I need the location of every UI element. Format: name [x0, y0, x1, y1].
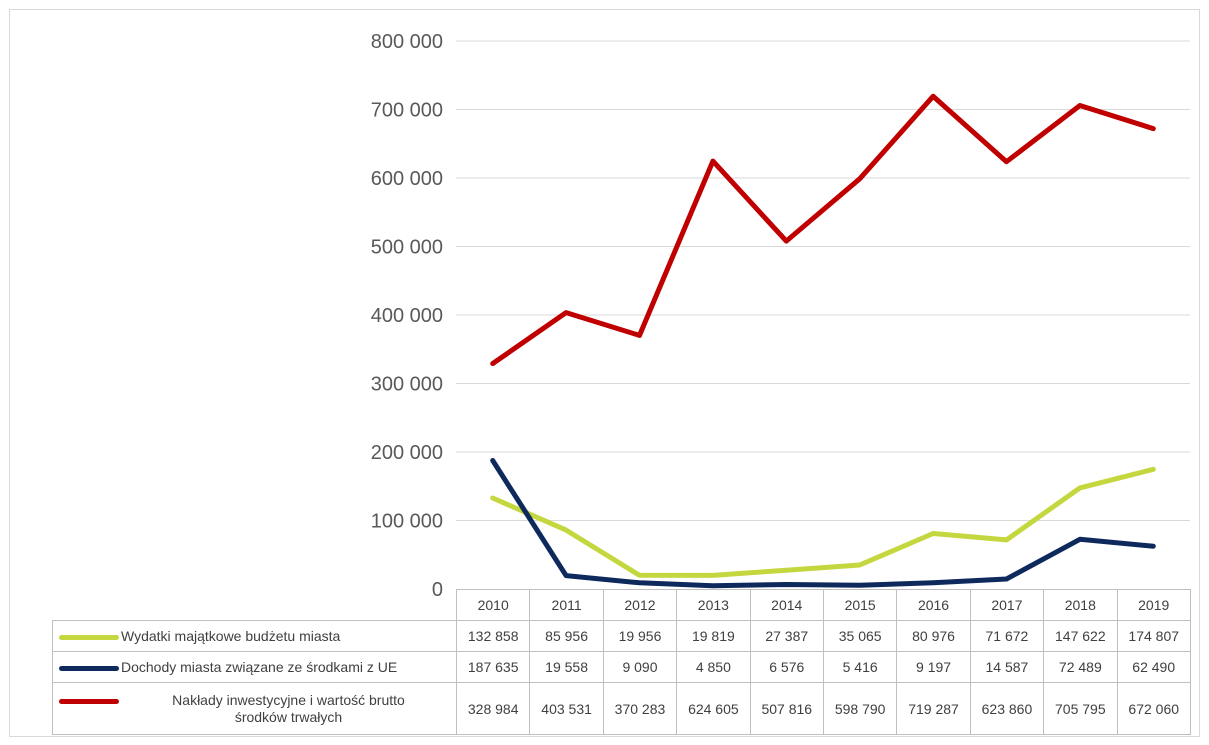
year-cell: 2010: [455, 589, 531, 621]
table-corner: [53, 590, 457, 621]
series-label-dochody: Dochody miasta związane ze środkami z UE: [52, 651, 457, 683]
series-label-wydatki: Wydatki majątkowe budżetu miasta: [52, 620, 457, 652]
data-cell: 5 416: [822, 651, 898, 683]
data-cell: 174 807: [1116, 620, 1191, 652]
data-cell: 147 622: [1043, 620, 1118, 652]
data-cell: 624 605: [676, 682, 751, 735]
year-cell: 2018: [1043, 589, 1118, 621]
data-cell: 6 576: [749, 651, 824, 683]
data-cell: 132 858: [455, 620, 531, 652]
series-name-line: środków trwałych: [234, 708, 343, 725]
data-cell: 71 672: [969, 620, 1045, 652]
gridlines: [456, 40, 1190, 521]
year-cell: 2015: [822, 589, 898, 621]
year-cell: 2017: [969, 589, 1045, 621]
data-cell: 80 976: [896, 620, 971, 652]
y-tick-label: 300 000: [371, 374, 443, 396]
year-cell: 2013: [676, 589, 751, 621]
series-label-naklady: Nakłady inwestycyjne i wartość brutto śr…: [52, 682, 457, 735]
line-chart: 0 100 000 200 000 300 000 400 000 500 000 600 …: [371, 31, 1190, 600]
series-row-naklady: Nakłady inwestycyjne i wartość brutto śr…: [52, 682, 1191, 735]
y-tick-label: 400 000: [371, 305, 443, 327]
y-tick-label: 100 000: [371, 511, 443, 533]
data-cell: 85 956: [529, 620, 604, 652]
year-row: 2010 2011 2012 2013 2014 2015 2016 2017 …: [53, 589, 1191, 621]
data-cell: 672 060: [1116, 682, 1191, 735]
year-cell: 2016: [896, 589, 971, 621]
y-tick-label: 500 000: [371, 237, 443, 259]
data-cell: 9 197: [896, 651, 971, 683]
year-cell: 2014: [749, 589, 824, 621]
data-cell: 623 860: [969, 682, 1045, 735]
data-cell: 19 956: [602, 620, 678, 652]
data-cell: 598 790: [822, 682, 898, 735]
series-lines: [490, 93, 1156, 589]
legend-swatch-navy: [59, 665, 119, 671]
data-cell: 27 387: [749, 620, 824, 652]
series-name-line: Nakłady inwestycyjne i wartość brutto: [172, 691, 405, 708]
data-cell: 507 816: [749, 682, 824, 735]
y-axis-ticks: 0 100 000 200 000 300 000 400 000 500 000 600 …: [371, 31, 443, 600]
data-cell: 72 489: [1043, 651, 1118, 683]
data-cell: 19 819: [676, 620, 751, 652]
data-cell: 35 065: [822, 620, 898, 652]
y-tick-label: 0: [432, 579, 443, 600]
series-row-dochody: Dochody miasta związane ze środkami z UE…: [52, 651, 1191, 683]
data-cell: 370 283: [602, 682, 678, 735]
series-line-0: [490, 466, 1156, 578]
year-cell: 2019: [1116, 589, 1191, 621]
y-tick-label: 800 000: [371, 31, 443, 53]
year-cell: 2012: [602, 589, 678, 621]
data-cell: 187 635: [455, 651, 531, 683]
data-cell: 14 587: [969, 651, 1045, 683]
data-cell: 4 850: [676, 651, 751, 683]
year-cell: 2011: [529, 589, 604, 621]
series-line-2: [490, 93, 1156, 367]
series-row-wydatki: Wydatki majątkowe budżetu miasta 132 858…: [52, 620, 1191, 652]
legend-swatch-red: [59, 698, 119, 704]
data-cell: 403 531: [529, 682, 604, 735]
series-name: Wydatki majątkowe budżetu miasta: [121, 627, 341, 644]
y-tick-label: 700 000: [371, 100, 443, 122]
data-cell: 328 984: [455, 682, 531, 735]
series-name: Nakłady inwestycyjne i wartość brutto śr…: [121, 692, 456, 726]
y-tick-label: 600 000: [371, 168, 443, 190]
chart-frame: [9, 9, 1200, 737]
data-cell: 62 490: [1116, 651, 1191, 683]
series-name: Dochody miasta związane ze środkami z UE: [121, 658, 398, 675]
series-line-1: [490, 458, 1156, 589]
data-cell: 9 090: [602, 651, 678, 683]
data-cell: 19 558: [529, 651, 604, 683]
y-tick-label: 200 000: [371, 442, 443, 464]
data-cell: 719 287: [896, 682, 971, 735]
data-table: 2010 2011 2012 2013 2014 2015 2016 2017 …: [52, 589, 1191, 735]
data-cell: 705 795: [1043, 682, 1118, 735]
legend-swatch-green: [59, 634, 119, 640]
